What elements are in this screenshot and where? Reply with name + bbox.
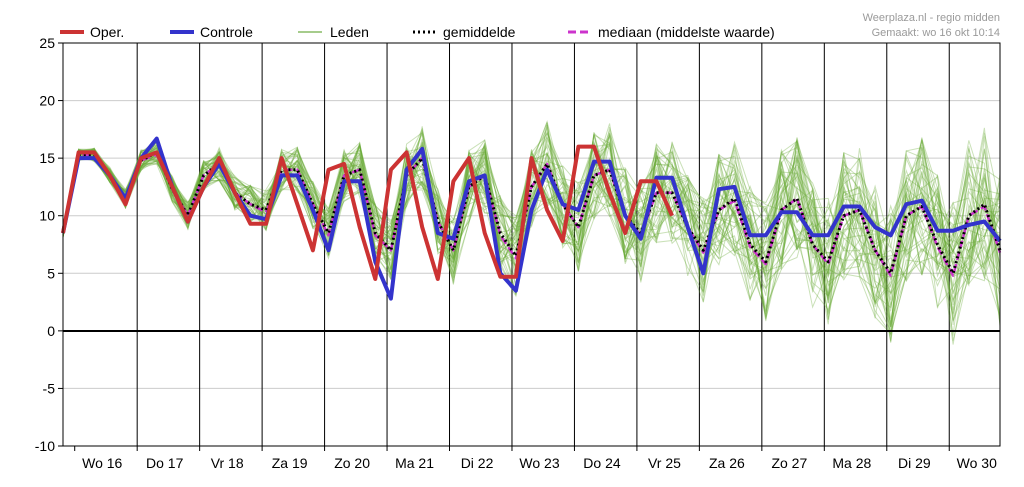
series-line-controle [61,136,1002,301]
y-axis: -10 -5 0 5 10 15 20 25 [35,35,63,454]
series-line-oper [61,144,674,281]
x-tick-label: Ma 21 [395,455,434,471]
plot-frame [62,42,1001,447]
x-tick-label: Wo 16 [82,455,122,471]
main-series-group [61,136,1002,301]
x-tick-label: Do 24 [583,455,621,471]
x-tick-label: Wo 30 [957,455,997,471]
ensemble-member-line [62,132,1001,328]
ensemble-member-line [62,131,1001,326]
ensemble-member-line [62,136,1001,311]
x-tick-label: Di 29 [898,455,931,471]
x-tick-label: Zo 27 [771,455,807,471]
y-tick-label: 15 [39,150,55,166]
legend-item-gemiddelde: gemiddelde [413,24,516,40]
legend-label-controle: Controle [200,24,253,40]
ensemble-member-line [62,145,1001,327]
y-tick-label: -5 [43,380,56,396]
ensemble-member-line [62,131,1001,320]
legend-item-leden: Leden [298,24,369,40]
day-gridlines [136,43,950,446]
y-tick-label: 0 [47,323,55,339]
ensemble-member-line [62,134,1001,322]
ensemble-member-line [62,133,1001,324]
ensemble-member-line [62,141,1001,303]
legend-item-controle: Controle [170,24,253,40]
ensemble-member-line [62,127,1001,308]
credit-source: Weerplaza.nl - regio midden [863,12,1000,24]
x-axis: Wo 16 Do 17 Vr 18 Za 19 Zo 20 Ma 21 Di 22 Wo 23… [74,446,997,471]
y-tick-label: 20 [39,93,55,109]
ensemble-member-line [62,139,1001,328]
y-tick-label: 5 [47,265,55,281]
legend-item-oper: Oper. [60,24,124,40]
ensemble-member-line [62,126,1001,343]
x-tick-label: Za 26 [709,455,745,471]
legend-label-gemiddelde: gemiddelde [443,24,516,40]
legend-item-mediaan: mediaan (middelste waarde) [568,24,775,40]
y-tick-label: 25 [39,35,55,51]
x-tick-label: Vr 25 [648,455,681,471]
credit-timestamp: Gemaakt: wo 16 okt 10:14 [872,27,1000,39]
ensemble-member-line [62,122,1001,314]
y-tick-label: 10 [39,208,55,224]
ensemble-member-line [62,135,1001,306]
x-tick-label: Zo 20 [334,455,370,471]
legend-label-mediaan: mediaan (middelste waarde) [598,24,775,40]
x-tick-label: Di 22 [461,455,494,471]
y-tick-label: -10 [35,438,55,454]
plot-background [63,43,1000,446]
legend-label-oper: Oper. [90,24,124,40]
x-tick-label: Wo 23 [519,455,559,471]
x-tick-label: Za 19 [272,455,308,471]
legend: Oper. Controle Leden gemiddelde mediaan … [60,24,775,40]
x-tick-label: Ma 28 [832,455,871,471]
x-tick-label: Vr 18 [211,455,244,471]
x-tick-label: Do 17 [146,455,184,471]
legend-label-leden: Leden [330,24,369,40]
ensemble-member-line [62,144,1001,314]
ensemble-member-line [62,133,1001,325]
